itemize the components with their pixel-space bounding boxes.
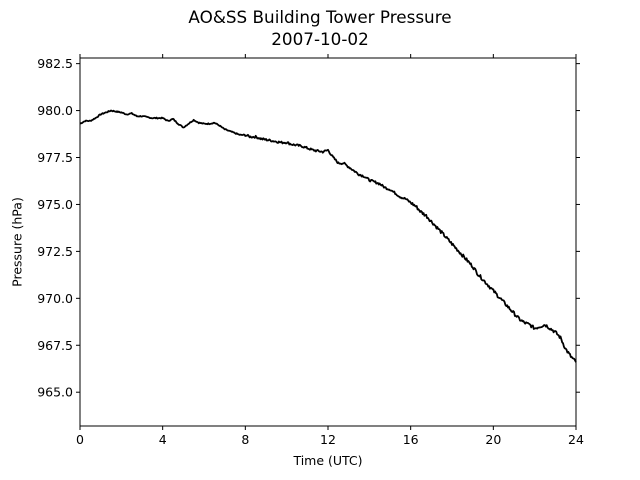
x-tick-label: 8 [241,432,249,447]
y-tick-label: 967.5 [37,338,73,353]
chart-subtitle: 2007-10-02 [271,29,369,49]
y-tick-label: 982.5 [37,56,73,71]
y-tick-label: 980.0 [37,103,73,118]
y-tick-label: 965.0 [37,385,73,400]
y-tick-label: 970.0 [37,291,73,306]
x-tick-label: 4 [159,432,167,447]
x-tick-label: 12 [320,432,336,447]
x-tick-label: 16 [403,432,419,447]
plot-frame [79,57,577,427]
x-tick-label: 24 [568,432,584,447]
chart-title: AO&SS Building Tower Pressure [188,7,452,27]
y-axis-label: Pressure (hPa) [9,197,25,287]
x-tick-label: 0 [76,432,84,447]
y-tick-label: 977.5 [37,150,73,165]
y-tick-label: 975.0 [37,197,73,212]
y-tick-label: 972.5 [37,244,73,259]
tick-group: 0 4 8 12 16 20 24 965.0 967.5 970.0 972.5 975.0 977.… [37,54,584,447]
x-tick-label: 20 [485,432,501,447]
x-axis-label: Time (UTC) [293,453,363,468]
pressure-series-line [79,109,577,363]
